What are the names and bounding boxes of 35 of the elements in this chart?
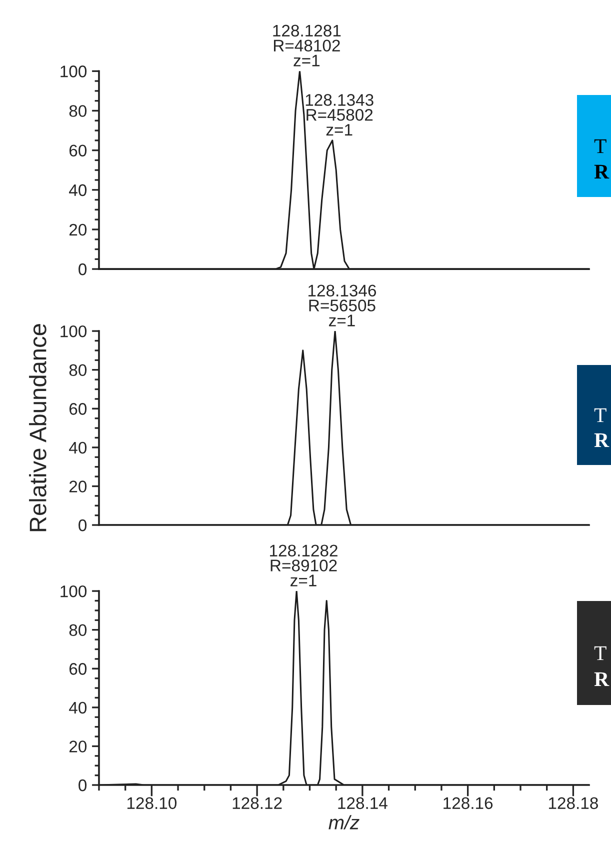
annotation: 128.1282 R=89102 z=1 bbox=[270, 544, 338, 586]
y-tick-label: 80 bbox=[69, 364, 87, 376]
text: R bbox=[594, 433, 610, 448]
y-tick-label: 0 bbox=[78, 779, 87, 792]
y-tick-label: 20 bbox=[69, 480, 87, 492]
y-tick-label: 100 bbox=[60, 325, 87, 338]
x-tick-label: 128.16 bbox=[444, 797, 493, 810]
y-tick-label: 60 bbox=[69, 403, 87, 415]
x-tick-label: 128.14 bbox=[338, 797, 388, 810]
y-tick-label: 40 bbox=[69, 702, 87, 714]
text: T bbox=[594, 646, 606, 660]
y-tick-label: 0 bbox=[78, 263, 87, 276]
text: R bbox=[594, 164, 610, 179]
y-tick-label: 60 bbox=[69, 663, 87, 675]
text: T bbox=[594, 408, 606, 422]
y-tick-label: 40 bbox=[69, 442, 87, 454]
text: T bbox=[594, 139, 606, 154]
x-tick-label: 128.10 bbox=[127, 797, 177, 810]
annotation: 128.1343 R=45802 z=1 bbox=[306, 94, 374, 136]
text: R bbox=[594, 672, 610, 686]
x-tick-label: 128.18 bbox=[548, 797, 598, 810]
x-axis-title: m/z bbox=[328, 815, 360, 830]
y-tick-label: 60 bbox=[69, 144, 87, 156]
y-tick-label: 0 bbox=[78, 519, 87, 532]
y-tick-label: 40 bbox=[69, 184, 87, 196]
y-tick-label: 80 bbox=[69, 105, 87, 117]
x-tick-label: 128.12 bbox=[232, 797, 282, 810]
annotation: 128.1281 R=48102 z=1 bbox=[273, 24, 341, 66]
y-tick-label: 100 bbox=[60, 66, 87, 78]
y-tick-label: 100 bbox=[60, 585, 87, 598]
y-tick-label: 20 bbox=[69, 224, 87, 236]
y-tick-label: 20 bbox=[69, 740, 87, 752]
annotation: 128.1346 R=56505 z=1 bbox=[308, 284, 376, 326]
y-tick-label: 80 bbox=[69, 624, 87, 636]
y-axis-title: Relative Abundance bbox=[29, 324, 46, 532]
